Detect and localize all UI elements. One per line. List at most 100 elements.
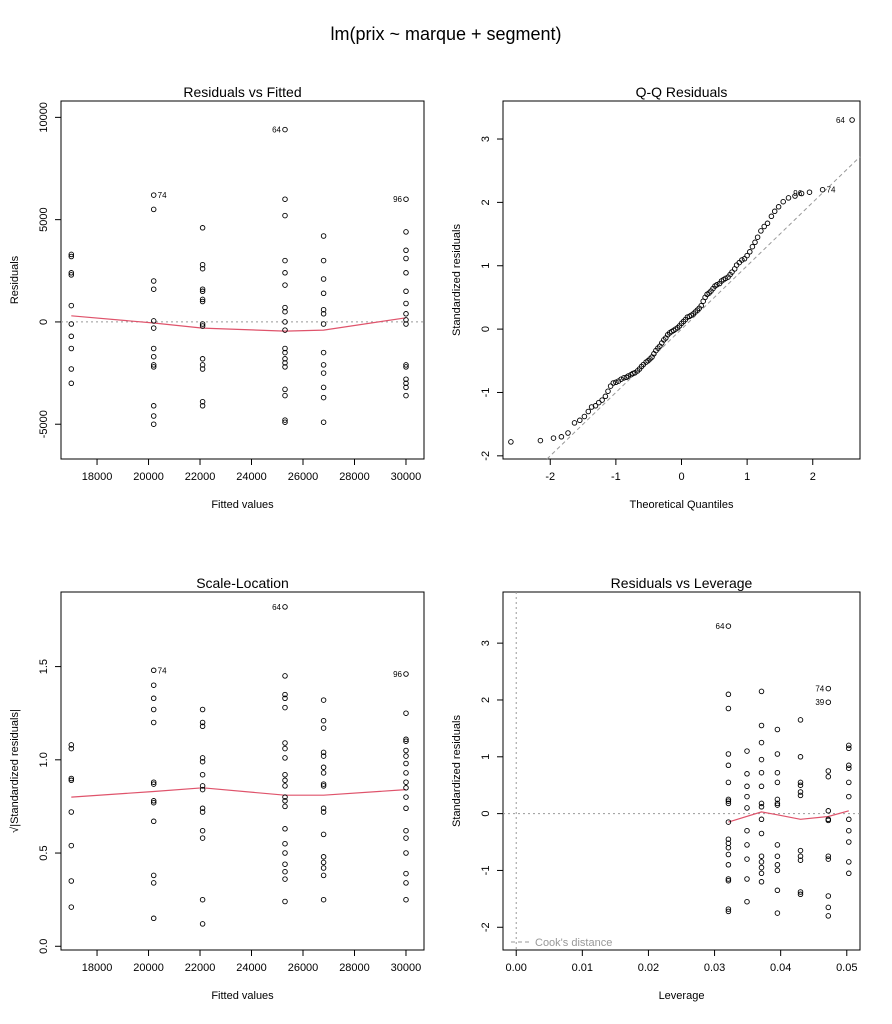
data-point <box>780 198 786 205</box>
y-tick-label: 1.5 <box>38 659 50 674</box>
data-point <box>758 228 764 234</box>
data-point <box>846 870 852 877</box>
y-tick-label: 10000 <box>38 102 50 133</box>
x-tick-label: 1 <box>744 471 750 483</box>
data-point <box>320 831 327 838</box>
point-label: 74 <box>827 186 836 195</box>
data-point <box>744 793 750 800</box>
data-point <box>282 196 288 202</box>
data-point <box>68 878 75 884</box>
data-point <box>825 768 832 774</box>
data-point <box>282 850 288 856</box>
data-point <box>403 247 409 254</box>
data-point <box>825 913 832 919</box>
point-label: 64 <box>716 622 725 631</box>
data-point <box>797 857 804 863</box>
data-point <box>752 239 758 246</box>
data-point <box>199 323 206 329</box>
point-label: 96 <box>393 670 402 679</box>
data-point <box>68 742 75 748</box>
data-point <box>199 896 206 903</box>
data-point <box>797 789 804 795</box>
y-tick-label: -2 <box>480 451 492 461</box>
data-point <box>320 370 327 376</box>
data-point <box>282 282 288 288</box>
data-point <box>825 893 832 899</box>
data-point <box>320 419 327 425</box>
smooth-line <box>728 810 849 823</box>
x-tick-label: 28000 <box>339 962 370 974</box>
data-point <box>577 417 583 424</box>
data-point <box>199 783 206 789</box>
data-point <box>403 850 409 856</box>
data-point <box>621 375 627 381</box>
y-tick-label: 1 <box>480 754 492 760</box>
data-point <box>403 753 409 759</box>
data-point <box>537 437 544 444</box>
data-point <box>403 270 409 276</box>
data-point <box>320 865 327 871</box>
panel-title: Residuals vs Fitted <box>183 84 301 100</box>
data-point <box>282 604 288 610</box>
data-point <box>585 408 592 415</box>
data-point <box>150 695 157 702</box>
data-point <box>320 394 327 401</box>
data-point <box>403 760 409 767</box>
data-point <box>150 413 157 419</box>
data-point <box>797 779 804 786</box>
data-point <box>744 842 750 848</box>
point-label: 64 <box>836 116 845 125</box>
data-point <box>199 827 206 834</box>
x-tick-label: 30000 <box>391 962 422 974</box>
data-point <box>320 697 327 703</box>
data-point <box>846 793 852 800</box>
data-point <box>403 317 409 323</box>
data-point <box>698 302 704 309</box>
x-tick-label: -2 <box>545 471 555 483</box>
y-tick-label: -1 <box>480 388 492 398</box>
data-point <box>199 398 206 405</box>
data-point <box>403 805 409 812</box>
x-tick-label: 2 <box>810 471 816 483</box>
data-point <box>199 261 206 268</box>
data-point <box>403 671 409 677</box>
data-point <box>825 773 832 780</box>
x-tick-label: 18000 <box>82 962 113 974</box>
smooth-line <box>71 315 407 332</box>
data-point <box>846 779 852 786</box>
point-label: 64 <box>272 126 281 135</box>
data-point <box>613 379 619 386</box>
y-axis-label: Residuals <box>9 255 21 304</box>
x-tick-label: 0 <box>678 471 684 483</box>
data-point <box>282 771 288 778</box>
y-tick-label: 2 <box>480 697 492 703</box>
data-point <box>774 842 781 848</box>
data-point <box>199 356 206 362</box>
x-tick-label: 24000 <box>236 471 267 483</box>
data-point <box>592 403 599 409</box>
data-point <box>825 685 832 692</box>
data-point <box>282 360 288 366</box>
data-point <box>599 397 605 403</box>
y-tick-label: 1.0 <box>38 752 50 767</box>
data-point <box>607 383 614 389</box>
data-point <box>150 206 157 213</box>
plot-frame <box>60 591 425 951</box>
data-point <box>846 839 852 845</box>
data-point <box>758 864 765 871</box>
data-point <box>403 835 409 841</box>
data-point <box>68 366 75 372</box>
data-point <box>68 333 75 340</box>
data-point <box>199 225 206 231</box>
x-tick-label: 26000 <box>288 962 319 974</box>
data-point <box>199 403 206 409</box>
data-point <box>282 392 288 399</box>
data-point <box>282 783 288 789</box>
data-point <box>403 827 409 834</box>
point-label: 74 <box>158 191 167 200</box>
data-point <box>797 782 804 788</box>
x-tick-label: 22000 <box>185 471 216 483</box>
data-point <box>774 887 781 894</box>
data-point <box>320 749 327 756</box>
